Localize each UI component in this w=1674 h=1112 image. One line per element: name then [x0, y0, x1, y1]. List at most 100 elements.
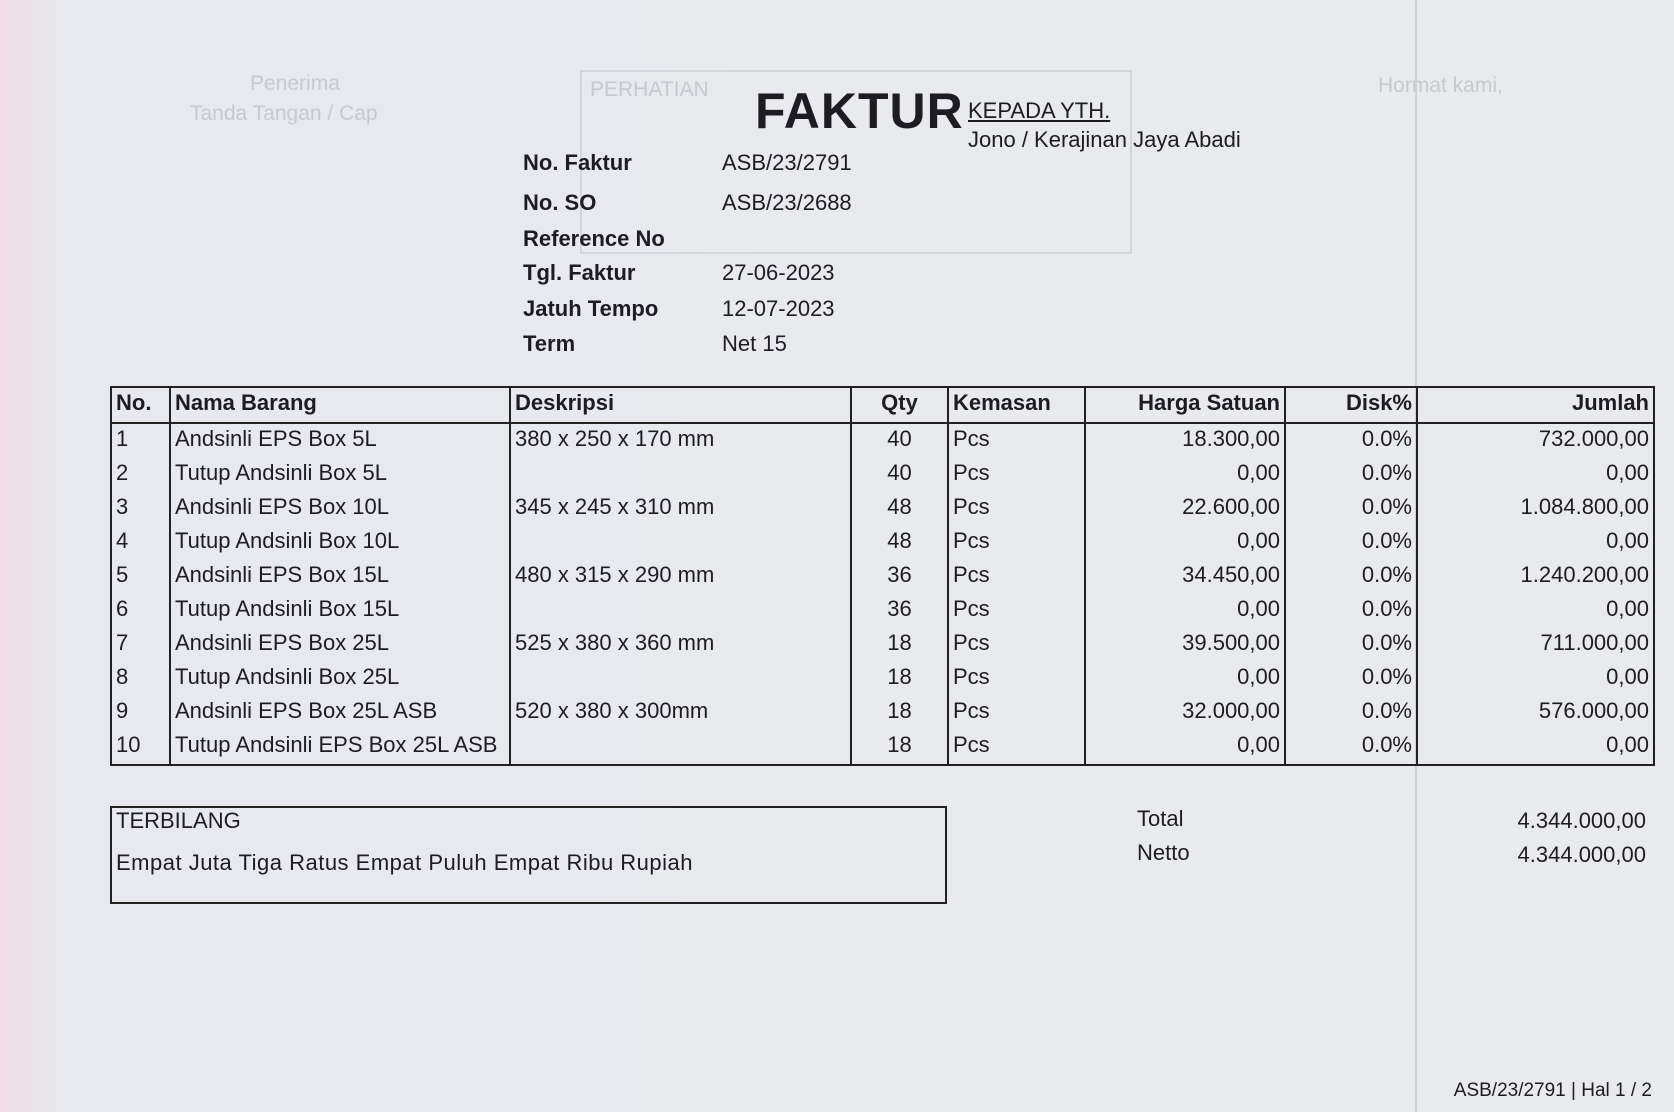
cell: 18	[850, 662, 949, 696]
info-value: 12-07-2023	[722, 296, 835, 321]
cell: 0,00	[1084, 458, 1286, 492]
cell: 1	[110, 423, 171, 458]
cell: 520 x 380 x 300mm	[509, 696, 852, 730]
item-row: 6 Tutup Andsinli Box 15L 36 Pcs 0,00 0.0% 0,00	[110, 594, 1655, 628]
column-header: Nama Barang	[169, 387, 511, 424]
recipient-label: KEPADA YTH.	[968, 98, 1111, 123]
faint-text: PERHATIAN	[590, 78, 709, 101]
info-label: Reference No	[523, 226, 665, 251]
info-label: Tgl. Faktur	[523, 260, 636, 285]
cell: 4	[110, 526, 171, 560]
cell: 6	[110, 594, 171, 628]
info-label: No. Faktur	[523, 150, 632, 175]
cell: 36	[850, 594, 949, 628]
terbilang-box: TERBILANG Empat Juta Tiga Ratus Empat Pu…	[110, 806, 947, 904]
cell	[509, 662, 852, 696]
cell: Andsinli EPS Box 10L	[169, 492, 511, 526]
cell: 0,00	[1416, 458, 1655, 492]
cell: 10	[110, 730, 171, 765]
item-row: 1 Andsinli EPS Box 5L 380 x 250 x 170 mm 40…	[110, 423, 1655, 458]
cell: 0,00	[1416, 526, 1655, 560]
cell: Andsinli EPS Box 25L ASB	[169, 696, 511, 730]
cell: 48	[850, 492, 949, 526]
cell: 0,00	[1084, 730, 1286, 765]
faint-text: Tanda Tangan / Cap	[190, 102, 378, 125]
item-row: 9 Andsinli EPS Box 25L ASB 520 x 380 x 300…	[110, 696, 1655, 730]
info-label: No. SO	[523, 190, 597, 215]
cell: 1.240.200,00	[1416, 560, 1655, 594]
column-header: Jumlah	[1416, 387, 1655, 424]
cell: 380 x 250 x 170 mm	[509, 423, 852, 458]
cell: 0,00	[1416, 594, 1655, 628]
cell: Pcs	[947, 730, 1086, 765]
cell: 0.0%	[1284, 458, 1418, 492]
cell	[509, 526, 852, 560]
items-table: No. Nama Barang Deskripsi Qty Kemasan Harga S…	[110, 386, 1655, 766]
cell: 525 x 380 x 360 mm	[509, 628, 852, 662]
cell: 0,00	[1416, 730, 1655, 765]
cell: Pcs	[947, 423, 1086, 458]
cell: 9	[110, 696, 171, 730]
cell: Pcs	[947, 662, 1086, 696]
total-value: 4.344.000,00	[1517, 808, 1646, 833]
item-row: 2 Tutup Andsinli Box 5L 40 Pcs 0,00 0.0% 0,00	[110, 458, 1655, 492]
page-footer: ASB/23/2791 | Hal 1 / 2	[1453, 1080, 1652, 1101]
cell: 0,00	[1084, 594, 1286, 628]
cell: Pcs	[947, 696, 1086, 730]
cell: 0.0%	[1284, 696, 1418, 730]
cell: 8	[110, 662, 171, 696]
cell: Pcs	[947, 526, 1086, 560]
cell: Pcs	[947, 560, 1086, 594]
cell: Pcs	[947, 628, 1086, 662]
invoice-title: FAKTUR	[755, 83, 964, 139]
cell: 0.0%	[1284, 628, 1418, 662]
info-value: ASB/23/2791	[722, 150, 852, 175]
netto-label: Netto	[1137, 840, 1190, 865]
cell: Tutup Andsinli EPS Box 25L ASB	[169, 730, 511, 765]
cell: 40	[850, 423, 949, 458]
item-row: 3 Andsinli EPS Box 10L 345 x 245 x 310 mm 4…	[110, 492, 1655, 526]
cell: 48	[850, 526, 949, 560]
cell: Tutup Andsinli Box 10L	[169, 526, 511, 560]
cell: Tutup Andsinli Box 25L	[169, 662, 511, 696]
cell: Andsinli EPS Box 25L	[169, 628, 511, 662]
item-row: 10 Tutup Andsinli EPS Box 25L ASB 18 Pcs 0,0…	[110, 730, 1655, 765]
cell: 34.450,00	[1084, 560, 1286, 594]
cell: Pcs	[947, 492, 1086, 526]
column-header: Disk%	[1284, 387, 1418, 424]
cell: 0.0%	[1284, 730, 1418, 765]
cell: 732.000,00	[1416, 423, 1655, 458]
cell: 18.300,00	[1084, 423, 1286, 458]
total-label: Total	[1137, 806, 1184, 831]
cell: 576.000,00	[1416, 696, 1655, 730]
cell: 0.0%	[1284, 560, 1418, 594]
cell: 3	[110, 492, 171, 526]
terbilang-label: TERBILANG	[116, 808, 241, 833]
cell: 39.500,00	[1084, 628, 1286, 662]
cell: 1.084.800,00	[1416, 492, 1655, 526]
cell: Andsinli EPS Box 15L	[169, 560, 511, 594]
info-value: ASB/23/2688	[722, 190, 852, 215]
cell: 0,00	[1084, 662, 1286, 696]
cell	[509, 730, 852, 765]
cell: 0.0%	[1284, 594, 1418, 628]
info-label: Term	[523, 331, 576, 356]
faint-box	[580, 70, 1132, 254]
info-label: Jatuh Tempo	[523, 296, 659, 321]
column-header: Qty	[850, 387, 949, 424]
cell: 18	[850, 628, 949, 662]
cell: Pcs	[947, 458, 1086, 492]
cell: Andsinli EPS Box 5L	[169, 423, 511, 458]
cell: 480 x 315 x 290 mm	[509, 560, 852, 594]
cell	[509, 594, 852, 628]
netto-value: 4.344.000,00	[1517, 842, 1646, 867]
column-header: No.	[110, 387, 171, 424]
cell: 36	[850, 560, 949, 594]
cell: 0,00	[1416, 662, 1655, 696]
cell: 40	[850, 458, 949, 492]
item-row: 7 Andsinli EPS Box 25L 525 x 380 x 360 mm 1…	[110, 628, 1655, 662]
cell: Tutup Andsinli Box 15L	[169, 594, 511, 628]
faint-text: Penerima	[250, 72, 340, 95]
item-row: 5 Andsinli EPS Box 15L 480 x 315 x 290 mm 3…	[110, 560, 1655, 594]
